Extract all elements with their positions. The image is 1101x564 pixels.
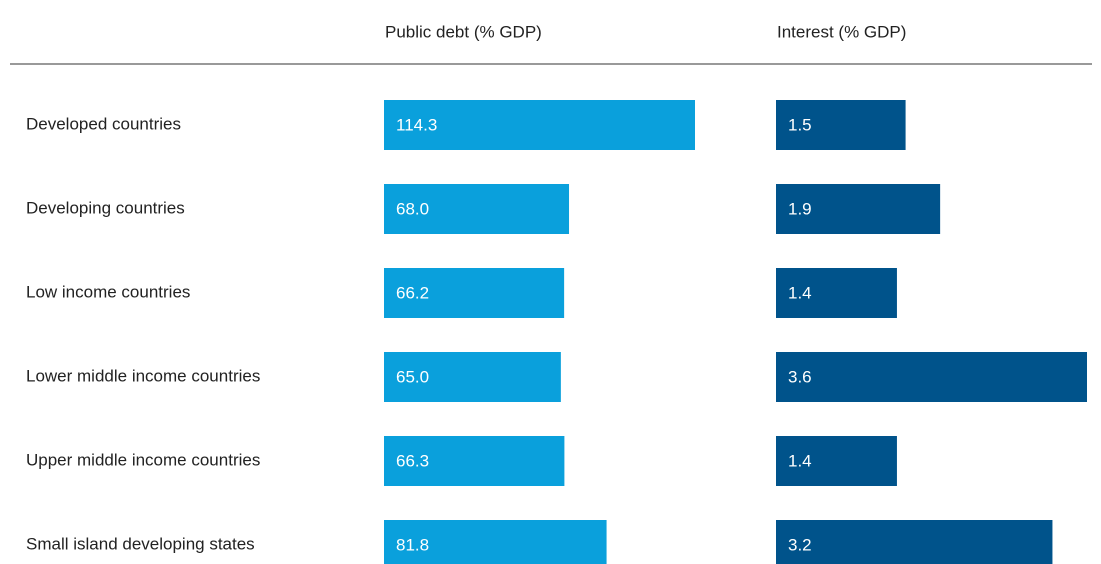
category-label: Small island developing states [26, 534, 255, 553]
value-label: 1.9 [788, 199, 812, 218]
bar [384, 352, 561, 402]
value-label: 68.0 [396, 199, 429, 218]
bar [384, 520, 607, 564]
bar [776, 100, 906, 150]
bar [776, 268, 897, 318]
value-label: 66.2 [396, 283, 429, 302]
value-label: 3.6 [788, 367, 812, 386]
bar [776, 436, 897, 486]
value-label: 81.8 [396, 535, 429, 554]
value-label: 66.3 [396, 451, 429, 470]
category-label: Developed countries [26, 114, 181, 133]
value-label: 1.5 [788, 115, 812, 134]
bar [776, 352, 1087, 402]
value-label: 65.0 [396, 367, 429, 386]
value-label: 1.4 [788, 283, 812, 302]
category-label: Upper middle income countries [26, 450, 260, 469]
bar [776, 184, 941, 234]
category-label: Lower middle income countries [26, 366, 260, 385]
value-label: 114.3 [396, 115, 437, 134]
category-label: Developing countries [26, 198, 185, 217]
value-label: 3.2 [788, 535, 812, 554]
series-header: Public debt (% GDP) [385, 22, 542, 41]
bar [776, 520, 1053, 564]
bar [384, 268, 565, 318]
category-label: Low income countries [26, 282, 190, 301]
series-header: Interest (% GDP) [777, 22, 906, 41]
bar [384, 100, 695, 150]
bar [384, 436, 565, 486]
bar [384, 184, 570, 234]
value-label: 1.4 [788, 451, 812, 470]
